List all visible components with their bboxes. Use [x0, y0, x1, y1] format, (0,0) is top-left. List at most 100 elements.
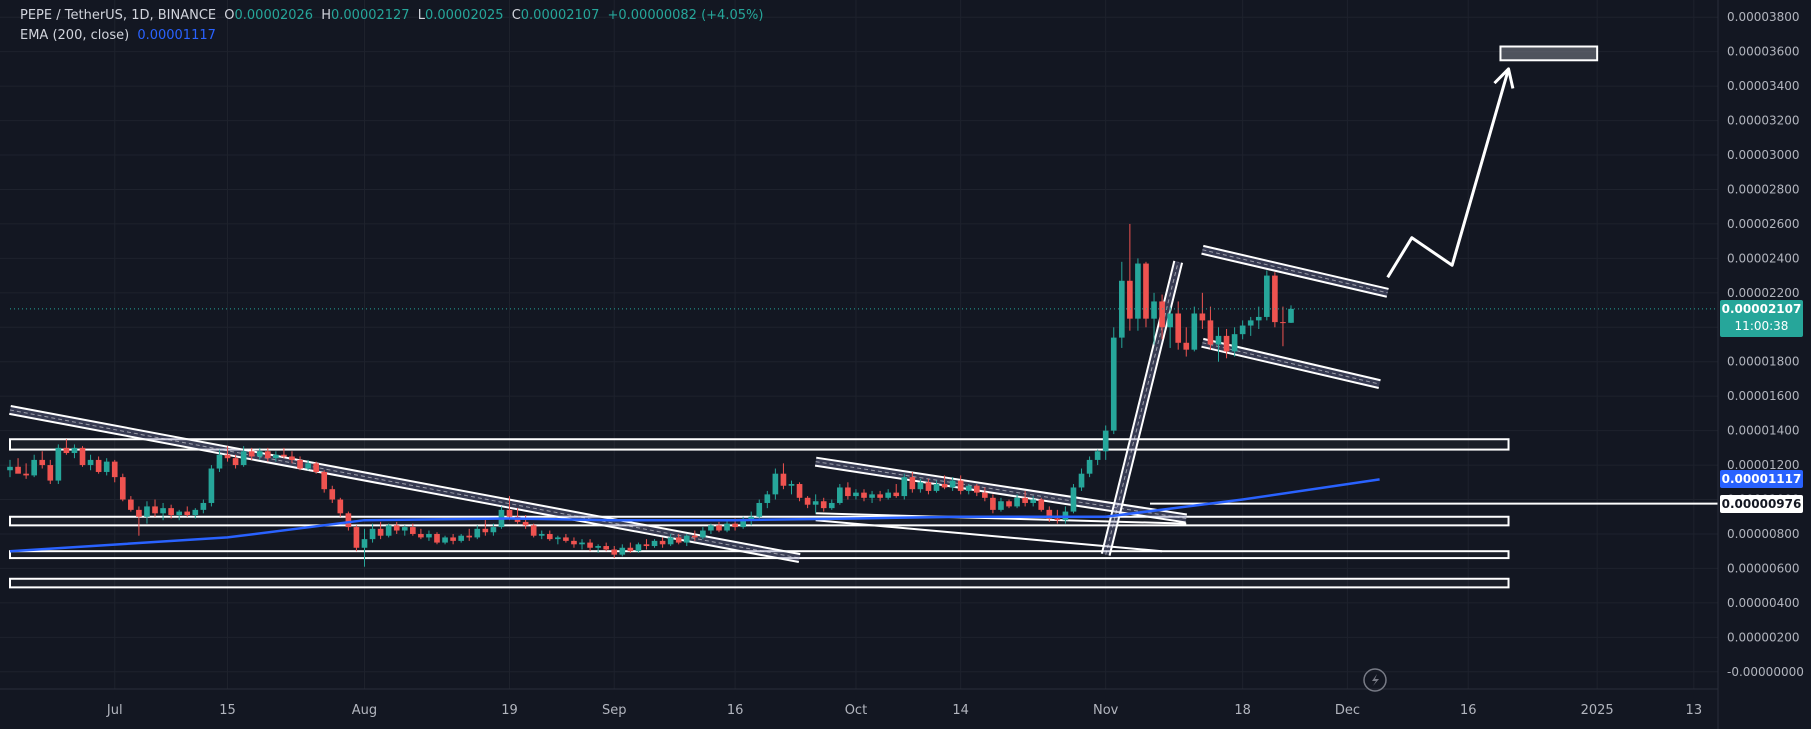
y-tick-label: 0.00002200 [1727, 286, 1800, 300]
candle-body [15, 466, 21, 474]
candle-body [659, 540, 666, 545]
x-axis-ticks: Jul 15 Aug 19 Sep 16 Oct 14 Nov 18 Dec 16 2025 13 [106, 703, 1702, 718]
candle-body [111, 461, 118, 478]
y-tick-label: 0.00003400 [1727, 79, 1800, 93]
candle-body [982, 492, 988, 498]
legend-open: 0.00002026 [234, 8, 314, 23]
trendlines [9, 244, 1389, 564]
candle-body [1175, 313, 1182, 343]
candle-body [1231, 334, 1238, 352]
candle-body [651, 540, 658, 547]
legend-symbol[interactable]: PEPE / TetherUS, 1D, BINANCE [20, 8, 217, 23]
candle-body [1038, 499, 1045, 510]
candle-body [482, 528, 489, 533]
trendline [816, 456, 1188, 516]
trendline-mid [1105, 261, 1179, 555]
candle-body [1135, 263, 1141, 319]
replay-icon[interactable] [1363, 668, 1387, 692]
candle-body [1014, 497, 1020, 507]
candle-body [740, 520, 746, 528]
candle-body [1191, 313, 1198, 350]
candle-body [79, 447, 86, 466]
ema-price-value: 0.00001117 [1721, 472, 1802, 487]
candle-body [941, 484, 948, 488]
legend-ema-label[interactable]: EMA (200, close) [20, 28, 130, 43]
candle-body [1094, 451, 1101, 460]
candle-body [1207, 320, 1214, 345]
candle-body [965, 485, 972, 491]
candle-body [772, 473, 779, 495]
y-tick-label: -0.00000000 [1727, 665, 1804, 679]
candle-body [23, 473, 29, 476]
candle-body [990, 497, 996, 510]
legend-close-label: C [511, 8, 521, 23]
candle-body [119, 477, 126, 500]
candle-body [563, 537, 569, 541]
candle-body [1070, 487, 1077, 512]
trendline [1201, 252, 1388, 298]
candle-body [901, 477, 908, 497]
horizontal-zones [9, 45, 1718, 589]
candle-body [780, 473, 787, 486]
candle-body [949, 480, 956, 488]
candle-body [264, 451, 271, 459]
candle-body [1199, 313, 1206, 321]
candle-body [1280, 322, 1286, 324]
trendline [814, 464, 1186, 524]
candle-body [1022, 497, 1028, 503]
last-price-tag: 0.00002107 11:00:38 [1720, 299, 1803, 337]
candle-body [7, 466, 13, 471]
candle-body [410, 527, 416, 534]
candle-body [95, 459, 102, 472]
trendline-mid [1202, 249, 1388, 294]
horizontal-zone [9, 577, 1510, 589]
candle-body [546, 533, 553, 540]
candle-body [1288, 308, 1294, 323]
candle-body [627, 547, 634, 552]
x-tick-label: 15 [219, 703, 236, 718]
x-tick-label: 16 [1460, 703, 1477, 718]
candle-body [144, 506, 150, 517]
y-tick-label: 0.00001600 [1727, 389, 1800, 403]
candle-body [377, 528, 384, 536]
candle-body [957, 480, 964, 491]
candle-body [861, 492, 867, 498]
candle-body [442, 537, 448, 543]
y-tick-label: 0.00003000 [1727, 148, 1800, 162]
legend-ema-value: 0.00001117 [137, 28, 216, 43]
y-tick-label: 0.00000200 [1727, 630, 1800, 644]
ema-price-tag: 0.00001117 [1720, 470, 1803, 489]
level-price-value: 0.00000976 [1721, 496, 1802, 511]
candle-body [63, 447, 70, 454]
candle-body [176, 511, 183, 516]
projection-arrowhead [1493, 67, 1515, 89]
candle-body [321, 471, 328, 490]
candle-body [998, 501, 1004, 510]
candle-body [828, 502, 835, 509]
candle-body [1118, 280, 1125, 338]
candle-body [933, 484, 940, 491]
trendline [10, 405, 801, 556]
candle-body [369, 528, 376, 540]
candle-body [361, 539, 368, 548]
candle-body [845, 487, 851, 497]
trendline-channel-fill [1201, 245, 1389, 297]
candle-body [216, 454, 223, 469]
candle-body [643, 544, 650, 547]
x-tick-label: 19 [501, 703, 518, 718]
candle-body [240, 451, 247, 466]
ema-line [9, 478, 1380, 553]
candle-body [611, 549, 618, 555]
projection-path [1386, 68, 1510, 279]
y-tick-label: 0.00003600 [1727, 45, 1800, 59]
candle-body [885, 492, 891, 498]
legend-low-label: L [417, 8, 425, 23]
candle-body [450, 537, 456, 541]
y-tick-label: 0.00003200 [1727, 114, 1800, 128]
candle-body [877, 494, 883, 498]
candle-body [192, 509, 199, 516]
candle-body [232, 458, 239, 466]
y-tick-label: 0.00002400 [1727, 251, 1800, 265]
